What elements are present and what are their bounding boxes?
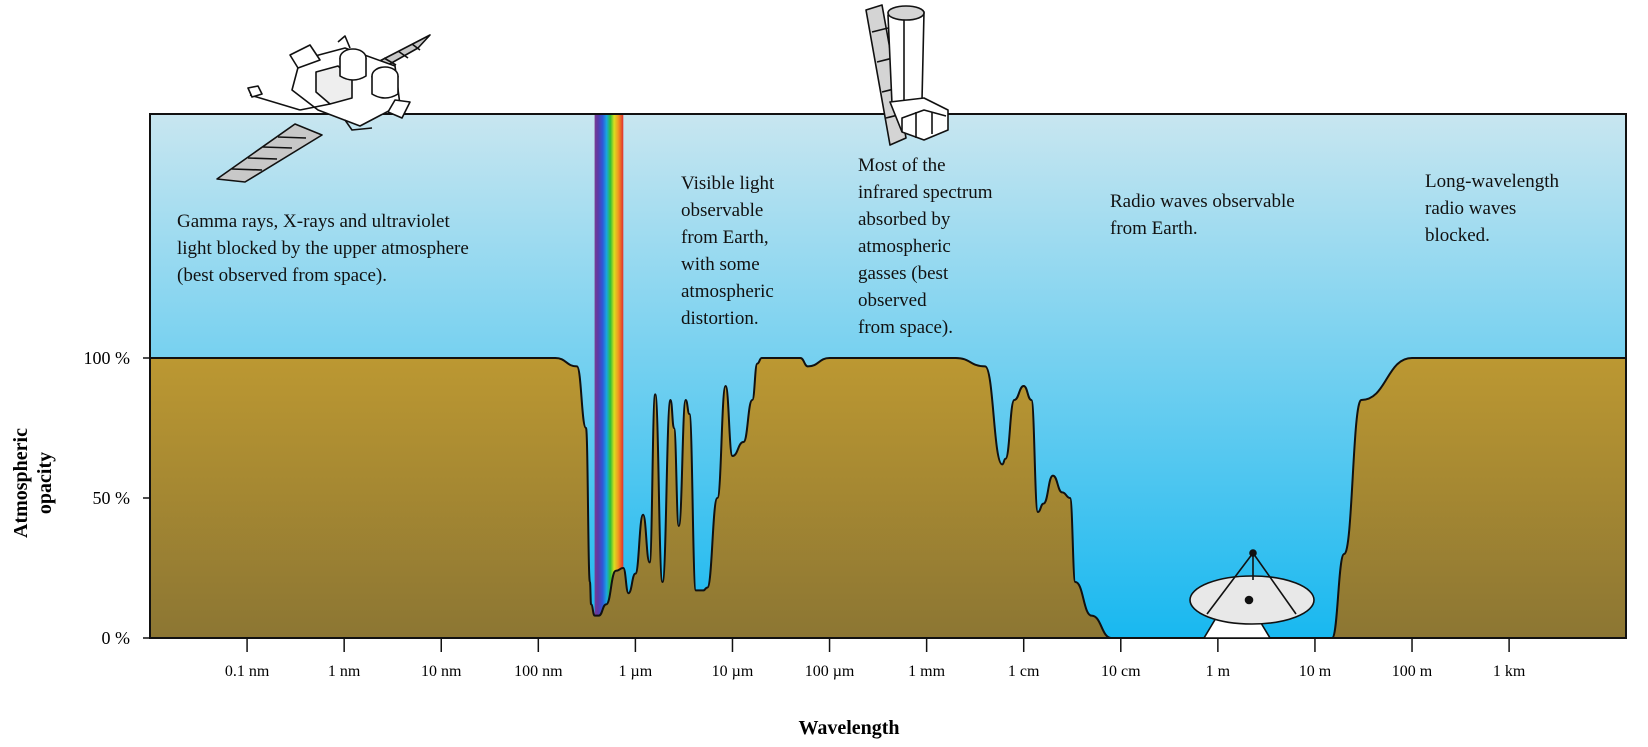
annotation-visible-light: Visible light observable from Earth, wit…: [681, 173, 775, 329]
x-tick-label: 100 m: [1392, 663, 1433, 680]
x-tick-label: 1 cm: [1008, 663, 1040, 680]
x-tick-label: 1 m: [1206, 663, 1231, 680]
y-axis-label: Atmospheric opacity: [10, 428, 56, 538]
visible-spectrum-band: [594, 114, 624, 638]
satellite-icon: [216, 34, 431, 183]
radio-dish-icon: [1189, 549, 1315, 639]
y-axis: 0 % 50 % 100 %: [84, 348, 150, 648]
annotation-radio: Radio waves observable from Earth.: [1110, 191, 1295, 239]
x-axis: 0.1 nm 1 nm 10 nm 100 nm 1 µm 10 µm 100 µm 1 mm…: [225, 638, 1526, 680]
space-telescope-icon: [865, 4, 949, 146]
y-tick-label: 100 %: [84, 348, 131, 368]
opacity-area: [150, 356, 1626, 638]
y-tick-label: 0 %: [102, 628, 131, 648]
x-axis-label: Wavelength: [798, 717, 899, 739]
x-tick-label: 100 µm: [805, 663, 855, 680]
x-tick-label: 0.1 nm: [225, 663, 270, 680]
x-tick-label: 1 km: [1493, 663, 1526, 680]
annotation-infrared: Most of the infrared spectrum absorbed b…: [858, 155, 993, 338]
x-tick-label: 1 µm: [619, 663, 653, 680]
x-tick-label: 100 nm: [514, 663, 563, 680]
x-tick-label: 1 nm: [328, 663, 361, 680]
x-tick-label: 1 mm: [908, 663, 945, 680]
annotation-long-radio: Long-wavelength radio waves blocked.: [1425, 171, 1560, 246]
x-tick-label: 10 nm: [421, 663, 462, 680]
y-tick-label: 50 %: [93, 488, 131, 508]
annotation-gamma-xray-uv: Gamma rays, X-rays and ultraviolet light…: [177, 211, 469, 286]
x-tick-label: 10 cm: [1101, 663, 1141, 680]
x-tick-label: 10 µm: [712, 663, 754, 680]
x-tick-label: 10 m: [1299, 663, 1332, 680]
